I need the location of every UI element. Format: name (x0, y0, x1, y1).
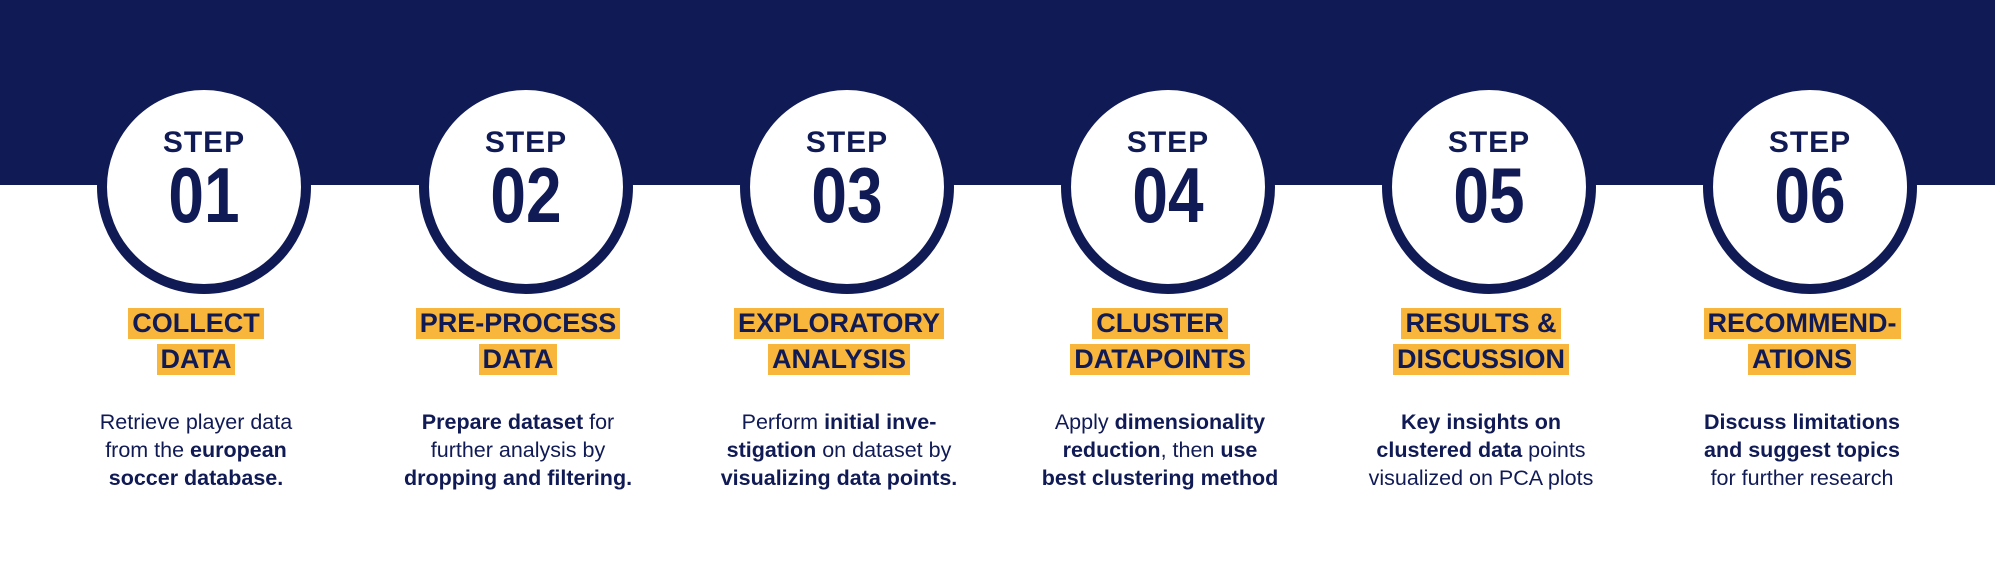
step-title-line: DISCUSSION (1392, 344, 1570, 375)
step-description-line: visualizing data points. (684, 464, 994, 492)
step-circle: STEP 02 (419, 80, 633, 294)
step-title-line: ATIONS (1748, 344, 1856, 375)
body-text: further analysis by (430, 438, 606, 462)
step-label: STEP (484, 126, 568, 159)
step-description-line: and suggest topics (1647, 436, 1957, 464)
step-2: STEP 02 PRE-PROCESS DATA Prepare dataset… (363, 0, 683, 573)
step-title-line: EXPLORATORY (733, 308, 945, 339)
step-description: Apply dimensionality reduction, then use b… (1005, 408, 1315, 492)
step-label: STEP (162, 126, 246, 159)
step-title-line: PRE-PROCESS (415, 308, 621, 339)
step-circle: STEP 04 (1061, 80, 1275, 294)
emphasis-text: Prepare dataset (421, 410, 584, 434)
step-description-line: Apply dimensionality (1005, 408, 1315, 436)
emphasis-text: european (190, 438, 287, 462)
step-title-line: COLLECT (128, 308, 264, 339)
step-label: STEP (805, 126, 889, 159)
emphasis-text: Key insights on (1400, 410, 1562, 434)
body-text: , then (1160, 438, 1221, 462)
emphasis-text: clustered data (1376, 438, 1523, 462)
body-text: points (1522, 438, 1586, 462)
emphasis-text: dimensionality (1114, 410, 1266, 434)
step-number: 05 (1453, 151, 1525, 239)
body-text: from the (105, 438, 191, 462)
step-description-line: Discuss limitations (1647, 408, 1957, 436)
emphasis-text: use (1220, 438, 1258, 462)
emphasis-text: and suggest topics (1704, 438, 1900, 462)
body-text: visualized on PCA plots (1368, 466, 1594, 490)
step-title-line: DATA (156, 344, 236, 375)
step-title: COLLECT DATA (41, 308, 351, 380)
step-6: STEP 06 RECOMMEND- ATIONS Discuss limita… (1647, 0, 1967, 573)
step-description-line: for further research (1647, 464, 1957, 492)
step-label: STEP (1126, 126, 1210, 159)
step-number: 02 (490, 151, 562, 239)
step-title-line: DATAPOINTS (1070, 344, 1250, 375)
step-4: STEP 04 CLUSTER DATAPOINTS Apply dimensi… (1005, 0, 1325, 573)
step-circle: STEP 05 (1382, 80, 1596, 294)
step-title-line: ANALYSIS (767, 344, 911, 375)
step-description-line: clustered data points (1326, 436, 1636, 464)
step-description: Discuss limitations and suggest topics for… (1647, 408, 1957, 492)
step-description: Retrieve player data from the european soc… (41, 408, 351, 492)
emphasis-text: visualizing data points. (720, 466, 958, 490)
step-label: STEP (1768, 126, 1852, 159)
step-number: 03 (811, 151, 883, 239)
emphasis-text: best clustering method (1041, 466, 1279, 490)
step-title-line: DATA (478, 344, 558, 375)
step-title-line: RECOMMEND- (1703, 308, 1901, 339)
emphasis-text: stigation (726, 438, 817, 462)
step-5: STEP 05 RESULTS & DISCUSSION Key insight… (1326, 0, 1646, 573)
step-1: STEP 01 COLLECT DATA Retrieve player dat… (41, 0, 361, 573)
step-title: EXPLORATORY ANALYSIS (684, 308, 994, 380)
body-text: for (583, 410, 615, 434)
body-text: Retrieve player data (99, 410, 293, 434)
step-description-line: reduction, then use (1005, 436, 1315, 464)
body-text: Apply (1054, 410, 1115, 434)
step-3: STEP 03 EXPLORATORY ANALYSIS Perform ini… (684, 0, 1004, 573)
step-description-line: Retrieve player data (41, 408, 351, 436)
step-title: CLUSTER DATAPOINTS (1005, 308, 1315, 380)
step-description-line: Perform initial inve- (684, 408, 994, 436)
body-text: for further research (1710, 466, 1894, 490)
step-circle: STEP 06 (1703, 80, 1917, 294)
step-description-line: stigation on dataset by (684, 436, 994, 464)
emphasis-text: dropping and filtering. (403, 466, 633, 490)
step-label: STEP (1447, 126, 1531, 159)
emphasis-text: initial inve- (824, 410, 937, 434)
step-title-line: CLUSTER (1092, 308, 1228, 339)
step-circle: STEP 01 (97, 80, 311, 294)
step-description-line: Prepare dataset for (363, 408, 673, 436)
step-description-line: from the european (41, 436, 351, 464)
step-description-line: Key insights on (1326, 408, 1636, 436)
step-description: Perform initial inve-stigation on datase… (684, 408, 994, 492)
step-title: RESULTS & DISCUSSION (1326, 308, 1636, 380)
step-number: 01 (168, 151, 240, 239)
step-description-line: best clustering method (1005, 464, 1315, 492)
step-description-line: visualized on PCA plots (1326, 464, 1636, 492)
step-number: 04 (1132, 151, 1204, 239)
step-circle: STEP 03 (740, 80, 954, 294)
step-title-line: RESULTS & (1401, 308, 1561, 339)
emphasis-text: reduction (1062, 438, 1161, 462)
step-description: Key insights on clustered data points visu… (1326, 408, 1636, 492)
body-text: Perform (741, 410, 825, 434)
step-number: 06 (1774, 151, 1846, 239)
step-title: PRE-PROCESS DATA (363, 308, 673, 380)
body-text: on dataset by (816, 438, 952, 462)
step-description-line: dropping and filtering. (363, 464, 673, 492)
emphasis-text: soccer database. (108, 466, 284, 490)
step-description-line: soccer database. (41, 464, 351, 492)
emphasis-text: Discuss limitations (1704, 410, 1900, 434)
header-band (0, 0, 1995, 185)
step-title: RECOMMEND- ATIONS (1647, 308, 1957, 380)
step-description: Prepare dataset for further analysis by dr… (363, 408, 673, 492)
step-description-line: further analysis by (363, 436, 673, 464)
